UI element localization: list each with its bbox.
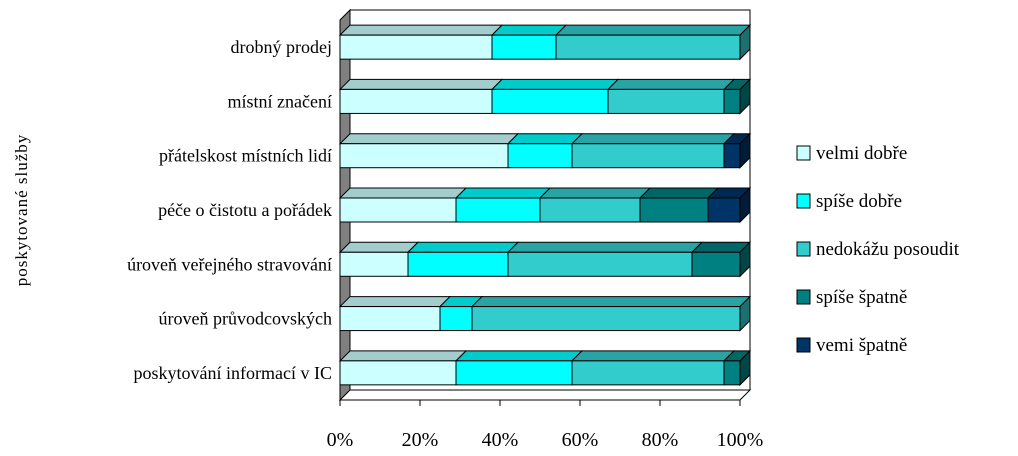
bar-segment-top	[338, 241, 420, 253]
bar-segment	[691, 251, 741, 277]
bar-segment-top	[490, 78, 620, 90]
y-axis-title: poskytované služby	[12, 134, 31, 287]
legend-label: velmi dobře	[816, 143, 907, 164]
bar-segment-top	[570, 350, 736, 362]
bar-segment-top	[638, 187, 720, 199]
plot-area	[338, 8, 752, 406]
bar-segment	[723, 143, 741, 169]
legend-swatch	[796, 337, 811, 353]
bar-segment	[491, 34, 557, 60]
legend-swatch	[796, 289, 811, 305]
bar-segment-end	[739, 241, 751, 278]
x-tick-label: 60%	[562, 429, 599, 451]
bar-segment-top	[338, 350, 468, 362]
bar-segment	[471, 306, 741, 332]
bar-segment-top	[454, 350, 584, 362]
bar-group	[338, 186, 752, 224]
x-tick-label: 40%	[482, 429, 519, 451]
bar-segment-top	[506, 241, 704, 253]
bar-segment	[723, 88, 741, 114]
bar-group	[338, 295, 752, 332]
x-tick-label: 20%	[402, 429, 439, 451]
legend-item: spíše špatně	[796, 287, 907, 308]
bar-group	[338, 23, 752, 61]
category-label: péče o čistotu a pořádek	[158, 200, 332, 220]
bar-segment	[723, 360, 741, 386]
legend-label: spíše dobře	[816, 191, 902, 212]
bar-segment	[439, 306, 473, 332]
bar-segment-top	[490, 24, 568, 36]
category-label: úroveň průvodcovských	[159, 309, 332, 329]
bar-segment-top	[606, 78, 736, 90]
bar-group	[338, 78, 752, 115]
legend-label: nedokážu posoudit	[816, 239, 960, 260]
category-label: drobný prodej	[231, 37, 332, 57]
bar-segment-top	[338, 133, 520, 145]
bar-segment-top	[338, 78, 504, 90]
floor	[338, 389, 752, 401]
bar-segment	[607, 88, 725, 114]
bar-segment	[539, 197, 641, 223]
legend-swatch	[796, 241, 811, 257]
bar-segment-end	[739, 78, 751, 115]
bar-segment-top	[338, 296, 452, 308]
bar-group	[338, 241, 752, 278]
legend-item: spíše dobře	[796, 191, 902, 212]
bar-segment	[339, 34, 493, 60]
bar-segment-top	[538, 187, 652, 199]
legend-label: spíše špatně	[816, 287, 907, 308]
bar-segment-end	[739, 295, 751, 332]
bar-segment	[339, 360, 457, 386]
bar-segment-top	[338, 24, 504, 36]
category-label: místní značení	[228, 91, 332, 111]
bar-segment	[339, 143, 509, 169]
y-axis-category-labels: drobný prodej místní značení přátelskost m…	[127, 37, 332, 383]
legend-item: nedokážu posoudit	[796, 239, 960, 260]
bar-segment-top	[554, 24, 752, 36]
bar-segment	[571, 143, 725, 169]
bar-segment	[339, 197, 457, 223]
bar-segment-top	[406, 241, 520, 253]
bar-segment-top	[570, 133, 736, 145]
bar-segment-top	[338, 187, 468, 199]
bar-segment	[339, 88, 493, 114]
bar-segment-top	[470, 296, 752, 308]
bar-segment	[339, 306, 441, 332]
category-label: poskytování informací v IC	[134, 363, 332, 383]
legend: velmi dobře spíše dobře nedokážu posoudit s…	[796, 143, 960, 356]
legend-label: vemi špatně	[816, 335, 907, 356]
bar-segment	[571, 360, 725, 386]
bar-segment	[507, 251, 693, 277]
legend-swatch	[796, 145, 811, 161]
bar-segment-top	[506, 133, 584, 145]
bar-segment	[407, 251, 509, 277]
x-axis-tick-labels: 0% 20% 40% 60% 80% 100%	[327, 429, 764, 451]
bar-segment	[639, 197, 709, 223]
category-label: přátelskost místních lidí	[159, 146, 332, 166]
bar-segment-end	[739, 186, 751, 224]
x-tick-label: 0%	[327, 429, 354, 451]
bar-segment-end	[739, 349, 751, 387]
bar-segment	[455, 197, 541, 223]
bar-segment-top	[454, 187, 552, 199]
bar-segment-end	[739, 23, 751, 61]
bar-segment	[455, 360, 573, 386]
legend-item: velmi dobře	[796, 143, 907, 164]
x-tick-label: 80%	[642, 429, 679, 451]
bar-segment-end	[739, 132, 751, 169]
bar-group	[338, 349, 752, 387]
legend-swatch	[796, 193, 811, 209]
bar-segment	[339, 251, 409, 277]
bar-segment	[491, 88, 609, 114]
bar-segment	[507, 143, 573, 169]
bar-segment	[707, 197, 741, 223]
bar-group	[338, 132, 752, 169]
legend-item: vemi špatně	[796, 335, 907, 356]
x-tick-label: 100%	[717, 429, 764, 451]
bar-segment	[555, 34, 741, 60]
category-label: úroveň veřejného stravování	[127, 254, 332, 274]
